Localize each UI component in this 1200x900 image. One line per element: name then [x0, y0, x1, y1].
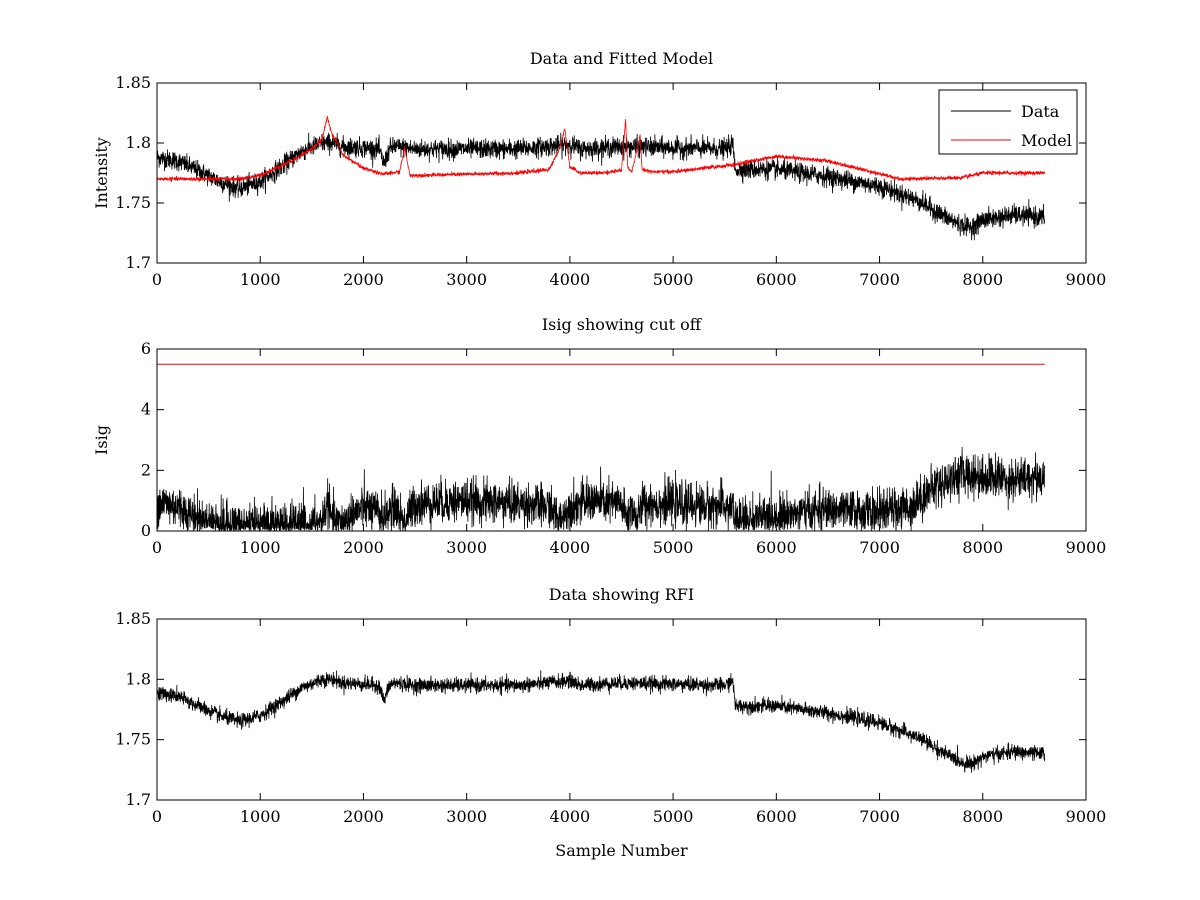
x-tick-label: 7000 [859, 538, 900, 557]
chart-panel-1: 0 1000 2000 3000 4000 5000 6000 7000 8000 9000 1.7… [92, 49, 1106, 289]
axes-frame [156, 618, 1087, 801]
x-tick-label: 1000 [240, 270, 281, 289]
series-line-1 [157, 446, 1046, 531]
chart-title: Data showing RFI [549, 585, 694, 604]
x-tick-label: 5000 [653, 807, 694, 826]
y-axis-label: Intensity [92, 137, 111, 209]
x-tick-label: 0 [152, 807, 162, 826]
x-axis-label: Sample Number [555, 841, 688, 860]
y-tick-label: 1.8 [126, 669, 151, 688]
x-tick-label: 6000 [756, 807, 797, 826]
series-line-1 [157, 670, 1046, 773]
chart-panel-2: 0 1000 2000 3000 4000 5000 6000 7000 8000 9000 0 2 4… [92, 315, 1106, 557]
x-tick-label: 1000 [240, 807, 281, 826]
y-tick-label: 2 [141, 460, 151, 479]
legend-label-data: Data [1021, 102, 1060, 121]
x-tick-label: 1000 [240, 538, 281, 557]
series-group [157, 115, 1046, 241]
series-group [157, 363, 1046, 531]
y-tick-label: 1.85 [115, 609, 151, 628]
y-axis-label: Isig [92, 425, 111, 455]
x-tick-label: 7000 [859, 807, 900, 826]
x-tick-label: 3000 [446, 538, 487, 557]
x-tick-label: 8000 [962, 807, 1003, 826]
chart-panel-3: 0 1000 2000 3000 4000 5000 6000 7000 8000 9000 1.7… [115, 585, 1106, 860]
chart-title: Isig showing cut off [542, 315, 703, 334]
y-tick-label: 1.85 [115, 73, 151, 92]
legend: Data Model [938, 89, 1078, 155]
y-tick-label: 1.7 [126, 790, 151, 809]
x-tick-label: 8000 [962, 538, 1003, 557]
y-tick-label: 1.8 [126, 133, 151, 152]
x-tick-label: 2000 [343, 538, 384, 557]
x-tick-label: 2000 [343, 270, 384, 289]
legend-box [938, 89, 1078, 155]
x-tick-label: 8000 [962, 270, 1003, 289]
y-tick-label: 1.7 [126, 253, 151, 272]
plot-area [156, 618, 1087, 801]
x-tick-label: 2000 [343, 807, 384, 826]
x-tick-label: 0 [152, 270, 162, 289]
x-tick-label: 9000 [1066, 538, 1107, 557]
plot-area [156, 82, 1087, 264]
x-tick-label: 6000 [756, 538, 797, 557]
x-tick-label: 4000 [550, 538, 591, 557]
axes-frame [156, 348, 1087, 532]
x-tick-label: 7000 [859, 270, 900, 289]
x-tick-label: 0 [152, 538, 162, 557]
x-tick-label: 6000 [756, 270, 797, 289]
axes-frame [156, 82, 1087, 264]
y-tick-label: 6 [141, 339, 151, 358]
x-tick-label: 4000 [550, 807, 591, 826]
series-line-model [157, 115, 1045, 183]
x-tick-label: 9000 [1066, 807, 1107, 826]
x-tick-label: 9000 [1066, 270, 1107, 289]
y-tick-label: 1.75 [115, 193, 151, 212]
y-tick-label: 1.75 [115, 730, 151, 749]
x-tick-label: 5000 [653, 270, 694, 289]
x-tick-label: 4000 [550, 270, 591, 289]
series-line-data [157, 132, 1046, 241]
chart-title: Data and Fitted Model [530, 49, 713, 68]
y-tick-label: 4 [141, 400, 151, 419]
x-tick-label: 3000 [446, 270, 487, 289]
x-tick-label: 5000 [653, 538, 694, 557]
series-group [157, 670, 1046, 773]
legend-label-model: Model [1021, 131, 1072, 150]
x-tick-label: 3000 [446, 807, 487, 826]
y-tick-label: 0 [141, 521, 151, 540]
